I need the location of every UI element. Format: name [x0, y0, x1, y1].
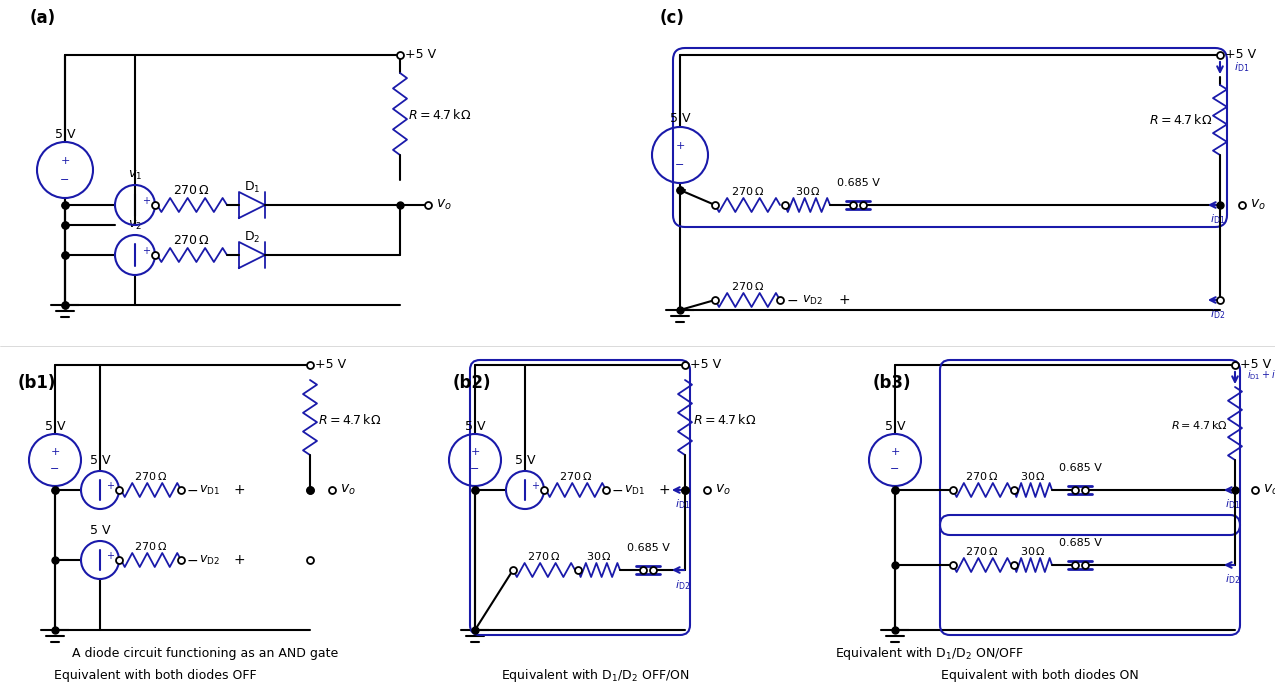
- Text: $v_{\mathrm{D2}}$: $v_{\mathrm{D2}}$: [802, 294, 822, 307]
- Text: $+$: $+$: [233, 553, 245, 567]
- Text: $v_{\mathrm{D1}}$: $v_{\mathrm{D1}}$: [623, 484, 645, 497]
- Text: $i_{\mathrm{D2}}$: $i_{\mathrm{D2}}$: [676, 578, 691, 592]
- Text: 5 V: 5 V: [515, 454, 536, 467]
- Text: Equivalent with both diodes OFF: Equivalent with both diodes OFF: [54, 669, 256, 682]
- Text: 5 V: 5 V: [89, 454, 110, 467]
- Text: +: +: [470, 447, 479, 457]
- Text: −: −: [890, 464, 900, 474]
- Text: $i_{\mathrm{D2}}$: $i_{\mathrm{D2}}$: [1225, 572, 1241, 586]
- Text: Equivalent with $\mathrm{D}_1/\mathrm{D}_2$ OFF/ON: Equivalent with $\mathrm{D}_1/\mathrm{D}…: [501, 667, 690, 683]
- Text: $\mathrm{D}_1$: $\mathrm{D}_1$: [244, 180, 260, 195]
- Text: $v_o$: $v_o$: [436, 198, 451, 212]
- Text: $-$: $-$: [611, 483, 623, 497]
- Text: $-$: $-$: [785, 293, 798, 307]
- Text: (a): (a): [31, 9, 56, 27]
- Text: $R = 4.7\,\mathrm{k\Omega}$: $R = 4.7\,\mathrm{k\Omega}$: [694, 413, 756, 427]
- Text: $i_{\mathrm{D1}}$: $i_{\mathrm{D1}}$: [1234, 60, 1250, 74]
- Text: $v_1$: $v_1$: [128, 169, 142, 182]
- Text: $v_o$: $v_o$: [1250, 198, 1266, 212]
- Text: +5 V: +5 V: [1241, 359, 1271, 372]
- Text: Equivalent with both diodes ON: Equivalent with both diodes ON: [941, 669, 1139, 682]
- Text: $R = 4.7\,\mathrm{k\Omega}$: $R = 4.7\,\mathrm{k\Omega}$: [1149, 113, 1213, 127]
- Text: +: +: [676, 141, 685, 151]
- Text: +5 V: +5 V: [315, 359, 346, 372]
- Text: +: +: [60, 156, 70, 166]
- Text: (c): (c): [660, 9, 685, 27]
- Text: 5 V: 5 V: [885, 419, 905, 432]
- Text: +: +: [142, 196, 150, 206]
- Text: +: +: [142, 246, 150, 256]
- Text: 0.685 V: 0.685 V: [1058, 463, 1102, 473]
- Text: −: −: [470, 464, 479, 474]
- Text: $v_2$: $v_2$: [128, 219, 142, 232]
- Text: (b2): (b2): [453, 374, 491, 392]
- Text: $R = 4.7\,\mathrm{k\Omega}$: $R = 4.7\,\mathrm{k\Omega}$: [1170, 419, 1227, 431]
- Text: $270\,\Omega$: $270\,\Omega$: [528, 550, 561, 562]
- Text: $30\,\Omega$: $30\,\Omega$: [586, 550, 612, 562]
- Text: $30\,\Omega$: $30\,\Omega$: [794, 185, 821, 197]
- Text: $270\,\Omega$: $270\,\Omega$: [560, 470, 593, 482]
- Text: 5 V: 5 V: [465, 419, 486, 432]
- Text: $30\,\Omega$: $30\,\Omega$: [1020, 470, 1045, 482]
- Text: $v_{\mathrm{D2}}$: $v_{\mathrm{D2}}$: [199, 553, 219, 567]
- Text: 5 V: 5 V: [89, 525, 110, 538]
- Text: +5 V: +5 V: [1225, 48, 1256, 61]
- Text: $R = 4.7\,\mathrm{k\Omega}$: $R = 4.7\,\mathrm{k\Omega}$: [408, 108, 472, 122]
- Text: $i_{\mathrm{D2}}$: $i_{\mathrm{D2}}$: [1210, 307, 1225, 321]
- Text: +: +: [106, 551, 115, 561]
- Text: $30\,\Omega$: $30\,\Omega$: [1020, 545, 1045, 557]
- Text: $v_o$: $v_o$: [1264, 483, 1275, 497]
- Text: +5 V: +5 V: [405, 48, 436, 61]
- Text: +: +: [106, 482, 115, 491]
- Text: $+$: $+$: [233, 483, 245, 497]
- Text: $+$: $+$: [838, 293, 850, 307]
- Text: $i_{\mathrm{D1}}+i_{\mathrm{D2}}$: $i_{\mathrm{D1}}+i_{\mathrm{D2}}$: [1247, 368, 1275, 382]
- Text: $270\,\Omega$: $270\,\Omega$: [173, 184, 210, 197]
- Text: −: −: [50, 464, 60, 474]
- Text: +: +: [50, 447, 60, 457]
- Text: 5 V: 5 V: [55, 128, 75, 141]
- Text: +5 V: +5 V: [690, 359, 722, 372]
- Text: $i_{\mathrm{D1}}$: $i_{\mathrm{D1}}$: [1225, 497, 1241, 511]
- Text: $i_{\mathrm{D1}}$: $i_{\mathrm{D1}}$: [1210, 212, 1225, 226]
- Text: (b3): (b3): [873, 374, 912, 392]
- Text: $i_{\mathrm{D1}}$: $i_{\mathrm{D1}}$: [676, 497, 691, 511]
- Text: $270\,\Omega$: $270\,\Omega$: [731, 280, 764, 292]
- Text: 0.685 V: 0.685 V: [626, 543, 669, 553]
- Text: (b1): (b1): [18, 374, 56, 392]
- Text: $+$: $+$: [658, 483, 671, 497]
- Text: 5 V: 5 V: [45, 419, 65, 432]
- Text: 5 V: 5 V: [669, 113, 690, 126]
- Text: $270\,\Omega$: $270\,\Omega$: [173, 234, 210, 247]
- Text: $v_o$: $v_o$: [340, 483, 356, 497]
- Text: $-$: $-$: [186, 483, 198, 497]
- Text: $270\,\Omega$: $270\,\Omega$: [731, 185, 764, 197]
- Text: $v_{\mathrm{D1}}$: $v_{\mathrm{D1}}$: [199, 484, 219, 497]
- Text: 0.685 V: 0.685 V: [836, 178, 880, 188]
- Text: $v_o$: $v_o$: [715, 483, 731, 497]
- Text: +: +: [890, 447, 900, 457]
- Text: $R = 4.7\,\mathrm{k\Omega}$: $R = 4.7\,\mathrm{k\Omega}$: [317, 413, 381, 427]
- Text: −: −: [676, 160, 685, 170]
- Text: $270\,\Omega$: $270\,\Omega$: [965, 545, 998, 557]
- Text: A diode circuit functioning as an AND gate: A diode circuit functioning as an AND ga…: [71, 647, 338, 660]
- Text: 0.685 V: 0.685 V: [1058, 538, 1102, 548]
- Text: Equivalent with $\mathrm{D}_1/\mathrm{D}_2$ ON/OFF: Equivalent with $\mathrm{D}_1/\mathrm{D}…: [835, 645, 1025, 662]
- Text: −: −: [60, 175, 70, 185]
- Text: $-$: $-$: [186, 553, 198, 567]
- Text: $270\,\Omega$: $270\,\Omega$: [965, 470, 998, 482]
- Text: $270\,\Omega$: $270\,\Omega$: [134, 540, 167, 552]
- Text: $270\,\Omega$: $270\,\Omega$: [134, 470, 167, 482]
- Text: +: +: [532, 482, 539, 491]
- Text: $\mathrm{D}_2$: $\mathrm{D}_2$: [244, 229, 260, 245]
